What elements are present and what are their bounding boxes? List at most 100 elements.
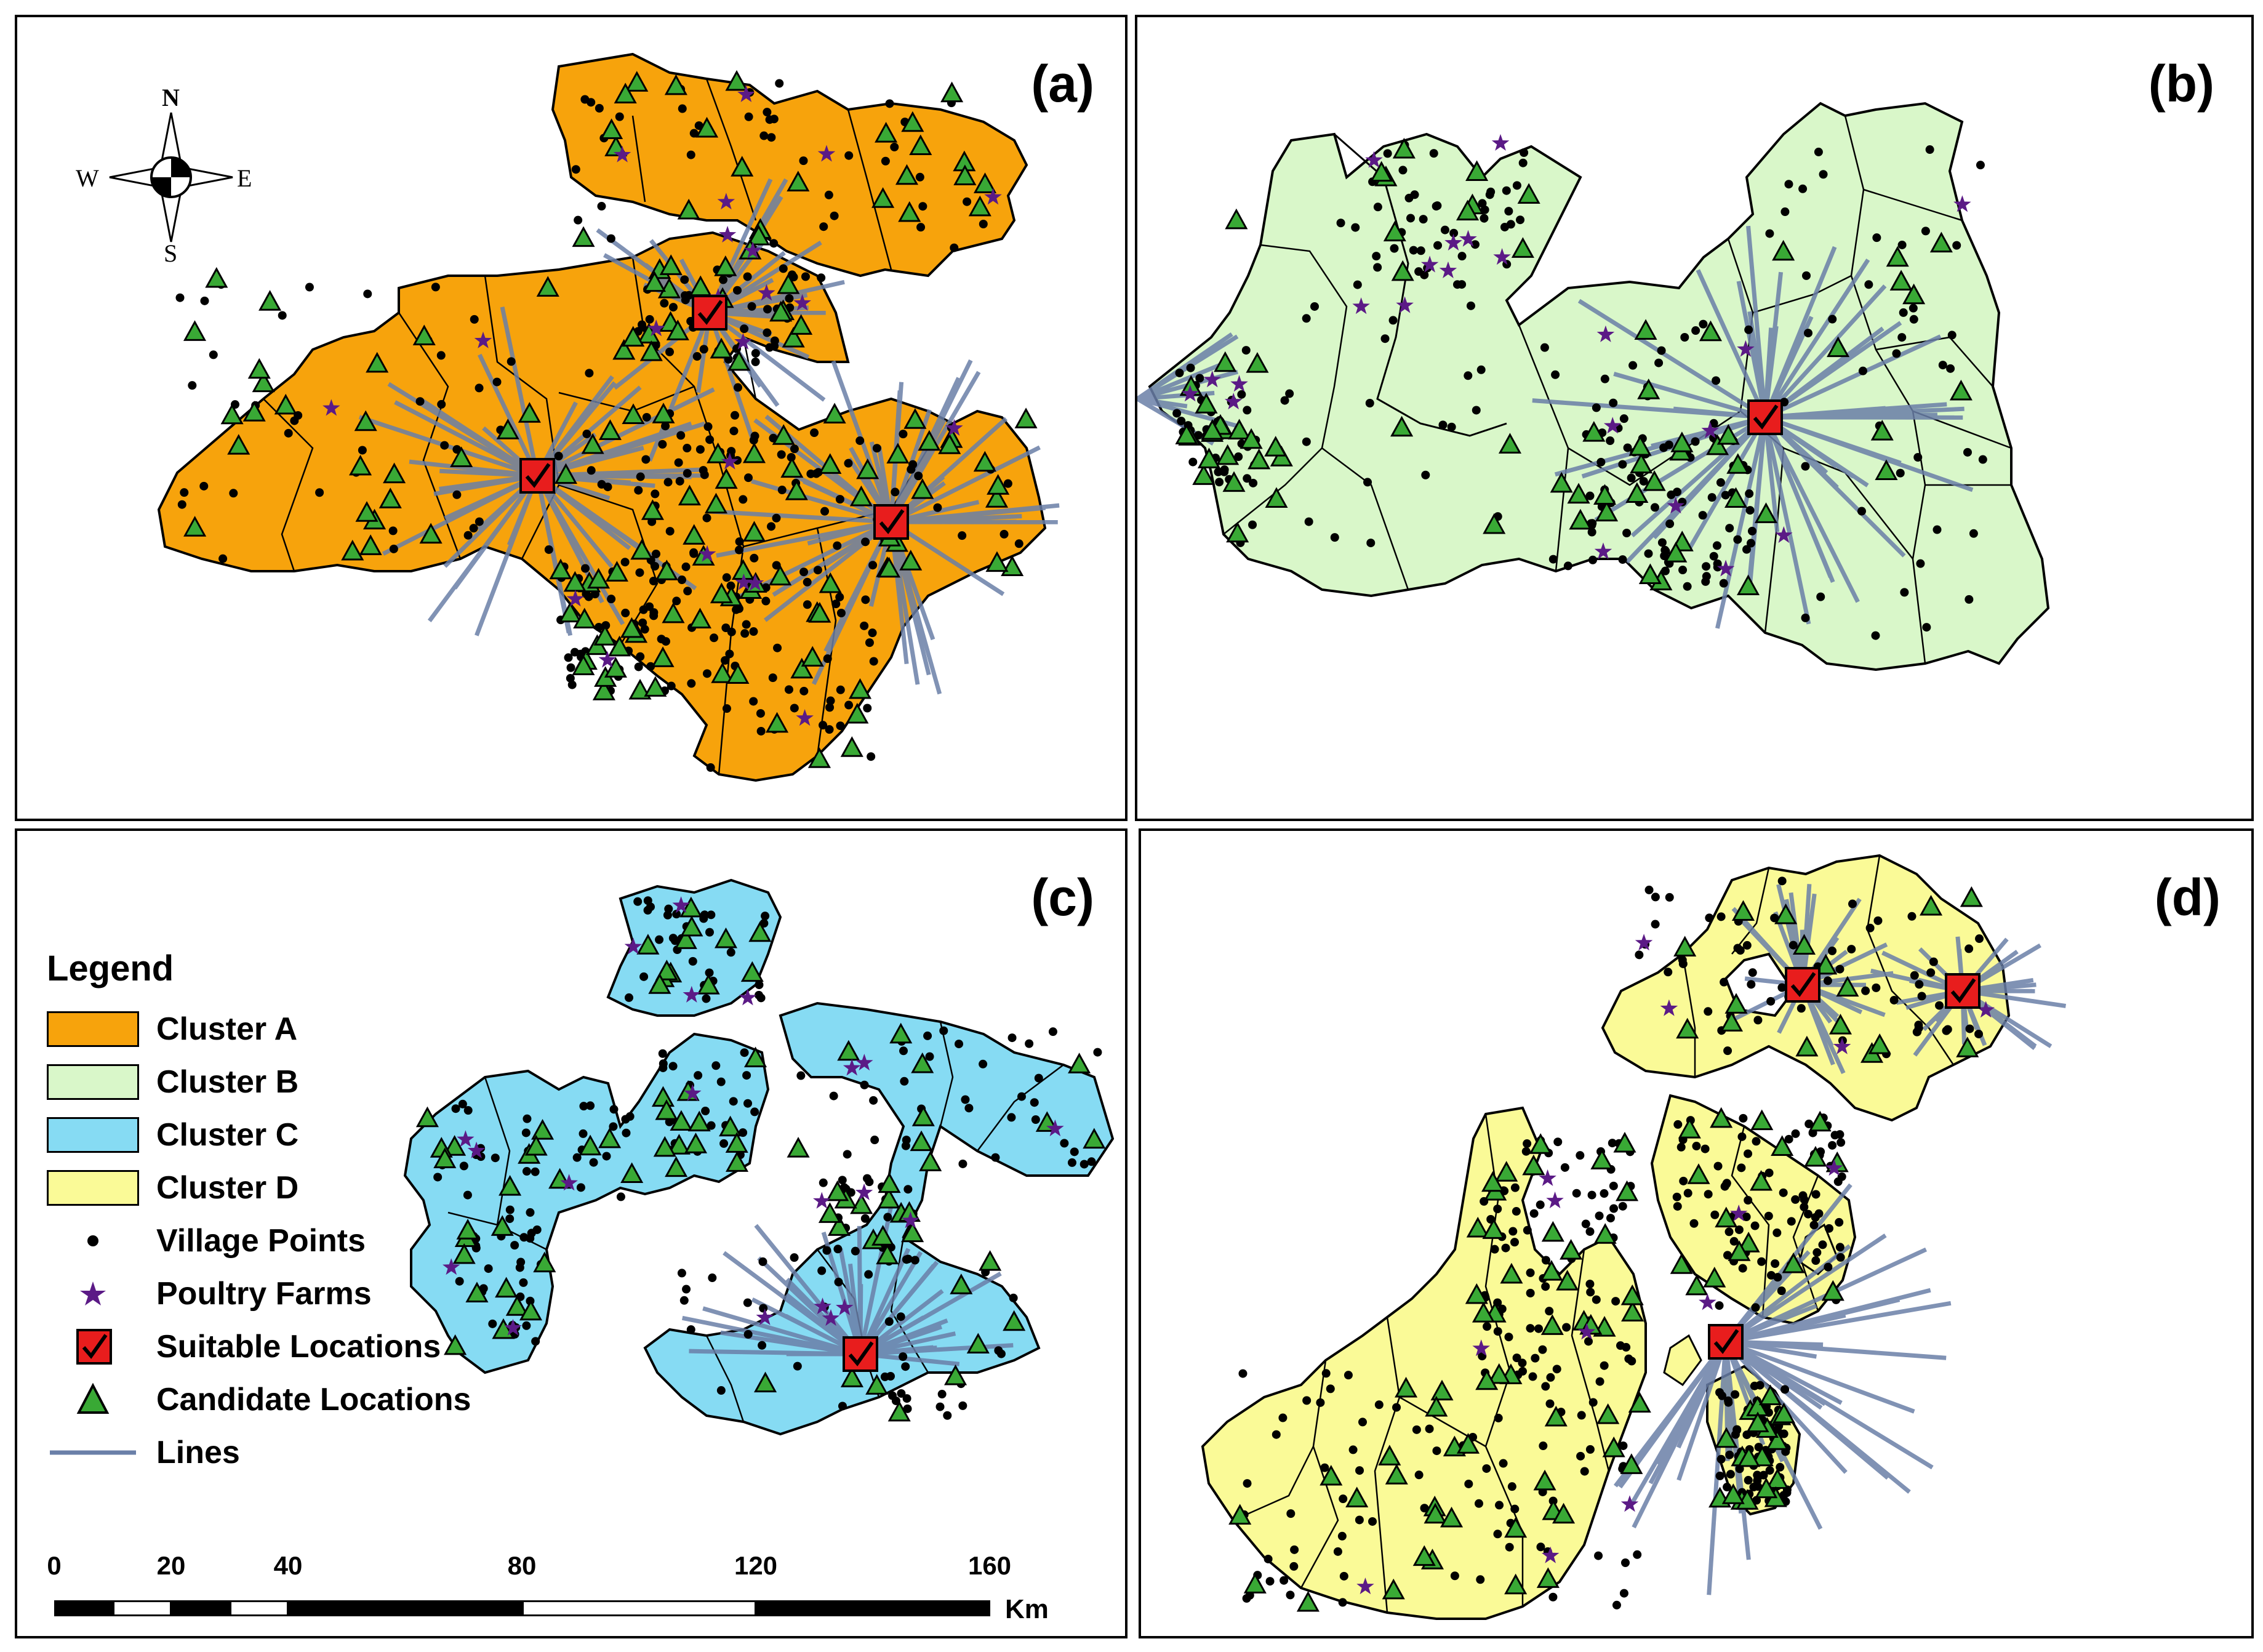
village-point	[1494, 1413, 1503, 1422]
village-point	[900, 1077, 909, 1086]
poultry-star	[814, 1297, 831, 1315]
candidate-triangle	[772, 424, 795, 445]
village-point	[734, 545, 743, 555]
village-point	[1661, 547, 1670, 556]
dot-icon	[87, 1235, 98, 1246]
poultry-star	[613, 145, 631, 162]
village-point	[1809, 1221, 1819, 1230]
village-point	[505, 1205, 515, 1214]
village-point	[1744, 1196, 1753, 1205]
village-point	[763, 328, 772, 337]
map-cluster-a	[157, 52, 1060, 782]
village-point	[1541, 1382, 1550, 1391]
poultry-farms	[1181, 134, 1971, 577]
connection-line	[859, 1272, 1002, 1357]
village-point	[1689, 1219, 1699, 1228]
connection-line	[860, 1343, 1014, 1357]
village-point	[1627, 473, 1636, 483]
village-point	[747, 302, 756, 311]
panel-label: (a)	[1031, 55, 1094, 113]
village-point	[646, 662, 655, 671]
village-point	[1712, 541, 1721, 550]
village-point	[979, 219, 988, 228]
village-point	[1344, 1371, 1353, 1380]
village-point	[682, 1285, 691, 1294]
candidate-triangle	[1320, 1464, 1343, 1486]
village-point	[574, 215, 583, 225]
scale-tick: 20	[156, 1551, 186, 1580]
village-point	[1812, 1248, 1822, 1257]
village-point	[1835, 1130, 1844, 1139]
village-point	[1678, 955, 1687, 964]
poultry-star	[1635, 934, 1653, 951]
village-point	[177, 500, 186, 509]
candidate-triangle	[1430, 1379, 1454, 1401]
village-point	[1823, 976, 1832, 985]
village-point	[209, 350, 218, 359]
village-point	[1560, 1163, 1569, 1172]
panel-label: (d)	[2154, 868, 2221, 926]
legend-item-candidate-locations: Candidate Locations	[47, 1373, 601, 1426]
village-point	[1470, 240, 1480, 249]
village-point	[1757, 1257, 1766, 1266]
poultry-star	[822, 1309, 840, 1326]
village-point	[705, 435, 715, 444]
village-point	[1600, 1361, 1609, 1370]
village-point	[188, 381, 197, 390]
connection-line	[1725, 1301, 1952, 1344]
connection-line	[382, 473, 539, 556]
village-point	[943, 1411, 952, 1420]
village-point	[979, 1059, 988, 1069]
village-point	[740, 1048, 749, 1057]
village-point	[1585, 1280, 1595, 1289]
candidate-triangle	[1014, 407, 1038, 428]
village-point	[1592, 1295, 1601, 1304]
village-point	[925, 1052, 934, 1061]
village-point	[1586, 1288, 1595, 1297]
village-point	[624, 993, 633, 1002]
village-point	[1338, 1598, 1347, 1607]
village-point	[675, 476, 684, 486]
candidate-triangle	[1556, 1269, 1579, 1291]
village-point	[180, 488, 189, 497]
candidate-triangle	[911, 478, 934, 499]
village-point	[1965, 1024, 1974, 1033]
village-point	[1548, 1592, 1558, 1602]
village-point	[1510, 1504, 1520, 1514]
poultry-star	[1541, 1546, 1560, 1563]
candidate-triangle	[258, 290, 282, 311]
suitable-location	[519, 458, 555, 494]
village-point	[1290, 1545, 1299, 1554]
village-point	[1285, 389, 1294, 398]
village-point	[455, 1277, 464, 1286]
candidate-triangle	[780, 457, 804, 478]
village-point	[756, 726, 766, 736]
village-point	[727, 627, 736, 636]
poultry-star	[1493, 248, 1511, 265]
poultry-farms	[1356, 934, 1995, 1595]
village-point	[1526, 1324, 1535, 1333]
village-point	[744, 112, 753, 121]
village-point	[1483, 1322, 1492, 1331]
village-point	[939, 1026, 948, 1035]
village-point	[1765, 1466, 1774, 1475]
village-point	[1416, 246, 1425, 255]
village-point	[1909, 303, 1918, 313]
candidate-triangle	[973, 451, 996, 472]
candidate-triangle	[1736, 1489, 1759, 1510]
village-point	[1336, 219, 1345, 228]
candidate-triangle	[1731, 900, 1755, 921]
candidate-triangle	[227, 434, 250, 455]
candidate-triangle	[1678, 1118, 1701, 1139]
village-point	[1429, 149, 1438, 158]
scale-tick: 80	[507, 1551, 537, 1580]
village-point	[658, 439, 667, 449]
village-point	[1750, 1221, 1760, 1230]
candidate-triangle	[1664, 542, 1688, 563]
candidate-triangle	[877, 1187, 900, 1209]
connection-line	[1764, 402, 1947, 420]
poultry-star	[1472, 1339, 1490, 1357]
candidate-triangle	[612, 339, 636, 360]
village-point	[1739, 1113, 1748, 1123]
village-point	[761, 596, 771, 606]
